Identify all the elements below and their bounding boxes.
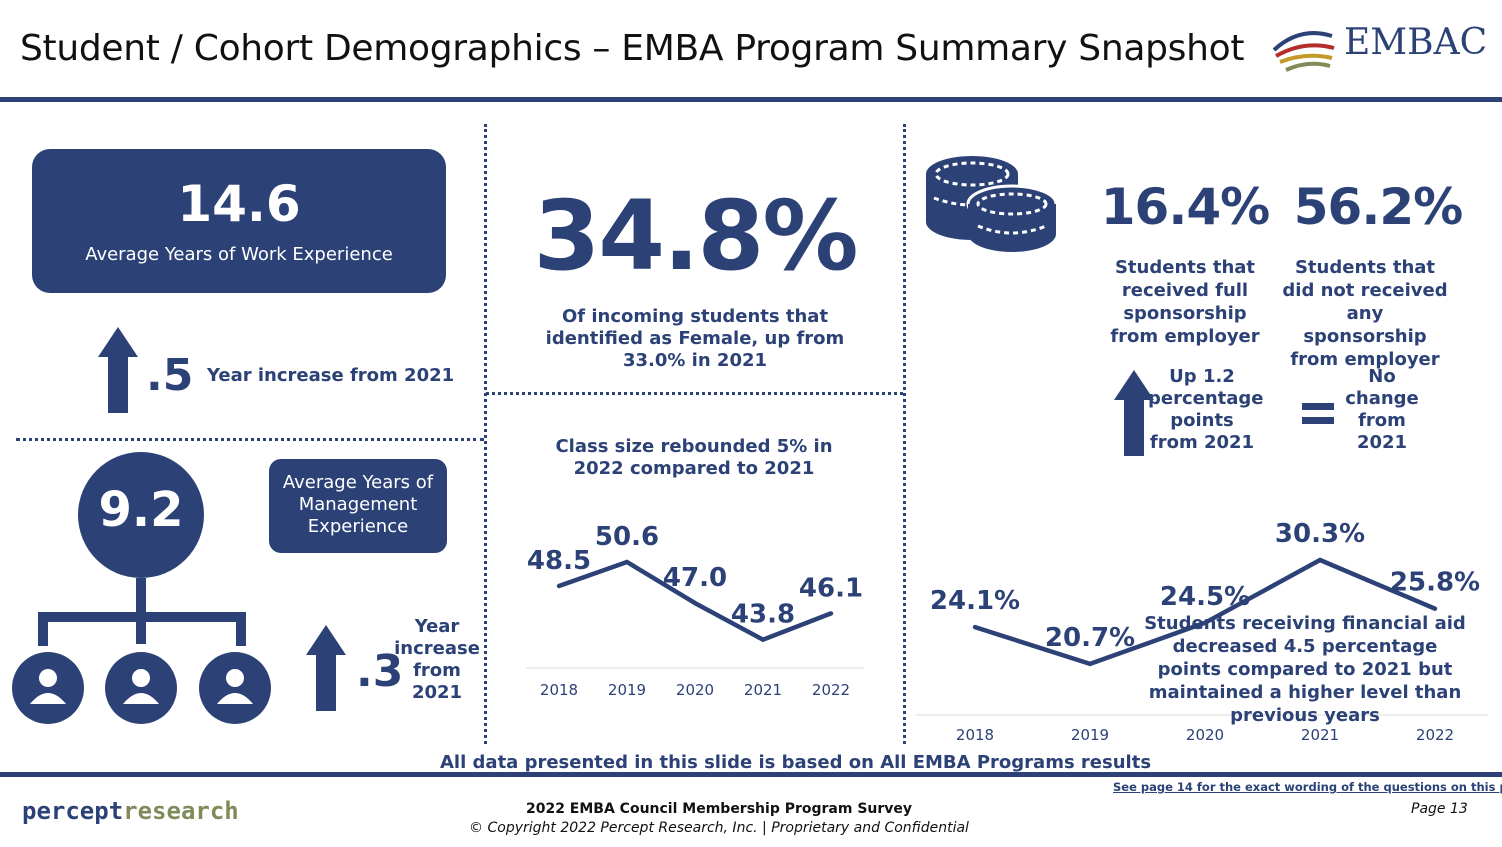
- embac-logo-icon: [1272, 31, 1335, 72]
- class-size-chart: 48.5 2018 50.6 2019 47.0 2020 43.8 2021 46.1 2022: [526, 522, 864, 699]
- divider-middle-horizontal: [486, 392, 903, 395]
- embac-logo-text: EMBAC: [1344, 22, 1488, 63]
- data-label: 20.7%: [1045, 623, 1135, 653]
- divider-left: [484, 124, 487, 744]
- full-sponsorship-description: Students that received full sponsorship …: [1110, 257, 1260, 347]
- full-sponsorship-arrow-icon: [1114, 370, 1154, 456]
- work-experience-box: 14.6 Average Years of Work Experience: [32, 149, 446, 293]
- no-sponsorship-value: 56.2%: [1293, 178, 1463, 236]
- data-point: [692, 600, 698, 606]
- slide-title: Student / Cohort Demographics – EMBA Pro…: [20, 28, 1245, 69]
- question-wording-link[interactable]: See page 14 for the exact wording of the…: [1113, 780, 1502, 794]
- data-label: 24.5%: [1160, 582, 1250, 612]
- x-tick-label: 2018: [540, 681, 578, 699]
- full-sponsorship-change: Up 1.2 percentage points from 2021: [1148, 366, 1264, 453]
- management-experience-box: Average Years of Management Experience: [269, 459, 447, 553]
- survey-name: 2022 EMBA Council Membership Program Sur…: [525, 801, 913, 817]
- percept-logo-part2: research: [123, 797, 239, 825]
- data-point: [556, 583, 562, 589]
- management-experience-circle: 9.2: [78, 452, 204, 578]
- data-point: [760, 637, 766, 642]
- data-label: 43.8: [731, 600, 795, 630]
- x-tick-label: 2022: [1416, 726, 1454, 744]
- class-size-note: Class size rebounded 5% in 2022 compared…: [555, 436, 833, 479]
- footer-rule: [0, 772, 1502, 777]
- x-tick-label: 2022: [812, 681, 850, 699]
- x-tick-label: 2019: [1071, 726, 1109, 744]
- data-label: 47.0: [663, 563, 727, 593]
- financial-aid-note: Students receiving financial aid decreas…: [1144, 613, 1466, 726]
- data-label: 50.6: [595, 522, 659, 552]
- org-chart-people-icon: [10, 578, 274, 728]
- data-point: [624, 559, 630, 565]
- data-point: [1317, 557, 1323, 563]
- percept-research-logo: perceptresearch: [22, 797, 239, 825]
- data-label: 48.5: [527, 546, 591, 576]
- x-tick-label: 2020: [1186, 726, 1224, 744]
- embac-logo: [1270, 14, 1342, 80]
- no-sponsorship-description: Students that did not received any spons…: [1282, 257, 1448, 370]
- female-percentage-description: Of incoming students that identified as …: [545, 306, 845, 371]
- data-label: 30.3%: [1275, 519, 1365, 549]
- data-point: [1087, 661, 1093, 667]
- full-sponsorship-value: 16.4%: [1100, 178, 1270, 236]
- data-point: [828, 611, 834, 616]
- data-point: [1202, 620, 1208, 625]
- management-increase-arrow-icon: [306, 625, 346, 711]
- coins-icon: [924, 154, 1060, 254]
- x-tick-label: 2018: [956, 726, 994, 744]
- page-number: Page 13: [1411, 801, 1468, 817]
- work-increase-value: .5: [146, 350, 194, 401]
- management-increase-label: Year increase from 2021: [394, 616, 480, 703]
- equals-icon: [1302, 403, 1334, 425]
- header-rule: [0, 97, 1502, 102]
- work-increase-arrow-icon: [98, 327, 138, 413]
- x-tick-label: 2019: [608, 681, 646, 699]
- work-experience-label: Average Years of Work Experience: [85, 244, 393, 265]
- copyright-notice: © Copyright 2022 Percept Research, Inc. …: [469, 820, 969, 836]
- data-point: [972, 624, 978, 630]
- no-sponsorship-change: No change from 2021: [1345, 366, 1419, 453]
- management-experience-value: 9.2: [98, 482, 184, 538]
- data-point: [1432, 606, 1438, 611]
- divider-right: [903, 124, 906, 744]
- x-tick-label: 2021: [744, 681, 782, 699]
- data-label: 24.1%: [930, 586, 1020, 616]
- work-experience-value: 14.6: [177, 175, 301, 233]
- financial-aid-chart: 24.1% 2018 20.7% 2019 24.5% 2020 30.3% 2021 25.8…: [916, 519, 1488, 744]
- female-percentage-value: 34.8%: [533, 180, 858, 292]
- divider-left-horizontal: [16, 438, 484, 441]
- data-label: 25.8%: [1390, 568, 1480, 598]
- x-tick-label: 2020: [676, 681, 714, 699]
- management-experience-label: Average Years of Management Experience: [282, 472, 434, 537]
- data-source-note: All data presented in this slide is base…: [440, 752, 1152, 773]
- work-increase-label: Year increase from 2021: [207, 365, 455, 386]
- data-label: 46.1: [799, 573, 863, 603]
- management-increase-value: .3: [356, 646, 404, 697]
- x-tick-label: 2021: [1301, 726, 1339, 744]
- percept-logo-part1: percept: [22, 797, 124, 825]
